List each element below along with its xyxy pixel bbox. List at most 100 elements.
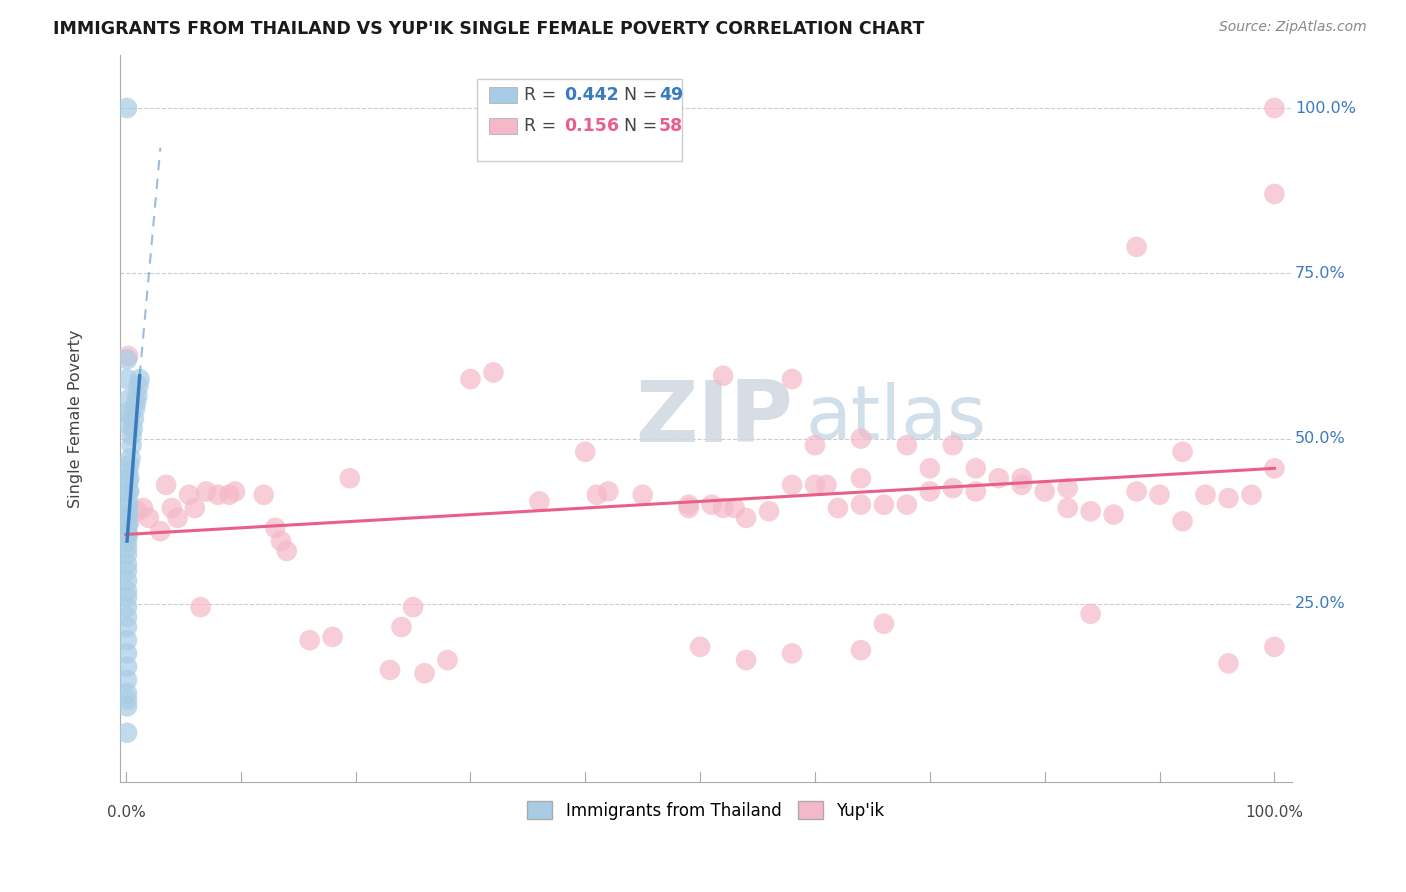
Point (1218, 657, 1240, 671)
Point (115, 101, 138, 115)
Point (1056, 501, 1078, 516)
Point (115, 600, 138, 615)
Point (115, 692, 138, 706)
Text: 0.156: 0.156 (564, 117, 619, 135)
Point (117, 349, 139, 363)
Point (942, 481, 965, 495)
Point (1149, 488, 1171, 502)
Point (1056, 481, 1078, 495)
Point (120, 451, 142, 466)
Point (117, 475, 139, 489)
Point (896, 438, 918, 452)
Point (115, 541, 138, 555)
Text: 58: 58 (659, 117, 683, 135)
Point (678, 501, 700, 516)
Bar (489, 118, 517, 134)
Point (804, 438, 827, 452)
Point (190, 600, 212, 615)
Point (339, 471, 361, 485)
Point (115, 517, 138, 532)
Point (253, 488, 276, 502)
Point (631, 488, 654, 502)
Point (117, 501, 139, 516)
Point (711, 501, 734, 516)
Point (735, 511, 758, 525)
Text: R =: R = (524, 87, 562, 104)
Point (574, 445, 596, 459)
Text: 100.0%: 100.0% (1246, 805, 1303, 821)
Point (1080, 607, 1102, 621)
Point (873, 498, 896, 512)
Point (849, 432, 872, 446)
Point (780, 647, 803, 661)
Point (965, 461, 987, 475)
Point (207, 488, 229, 502)
Point (849, 471, 872, 485)
Point (987, 471, 1010, 485)
Point (121, 438, 143, 452)
Point (128, 378, 150, 392)
Text: N =: N = (613, 87, 664, 104)
Point (184, 501, 207, 516)
Point (115, 583, 138, 598)
Point (195, 484, 218, 499)
Text: Single Female Poverty: Single Female Poverty (67, 329, 83, 508)
Point (735, 653, 758, 667)
Point (1125, 240, 1147, 254)
Point (1171, 445, 1194, 459)
Point (124, 401, 146, 416)
Point (598, 484, 620, 499)
Point (804, 478, 827, 492)
Legend: Immigrants from Thailand, Yup'ik: Immigrants from Thailand, Yup'ik (520, 795, 891, 826)
Point (700, 498, 723, 512)
Point (849, 643, 872, 657)
Point (127, 504, 149, 518)
Point (166, 511, 188, 525)
Point (942, 438, 965, 452)
Point (896, 498, 918, 512)
Text: 100.0%: 100.0% (1295, 101, 1357, 116)
Point (121, 428, 143, 442)
Point (149, 524, 172, 538)
Point (413, 666, 436, 681)
Point (460, 372, 482, 386)
Point (117, 508, 139, 522)
Point (780, 372, 803, 386)
Point (1263, 461, 1285, 475)
Point (678, 498, 700, 512)
Point (115, 673, 138, 687)
Point (117, 405, 139, 419)
Point (118, 392, 141, 406)
Text: 49: 49 (659, 87, 683, 104)
Point (815, 478, 838, 492)
Point (115, 725, 138, 739)
Point (115, 352, 138, 367)
Point (849, 498, 872, 512)
Point (117, 465, 139, 479)
Text: Source: ZipAtlas.com: Source: ZipAtlas.com (1219, 20, 1367, 34)
Point (402, 600, 425, 615)
Point (391, 620, 413, 634)
Point (127, 389, 149, 403)
Point (177, 488, 200, 502)
Point (115, 633, 138, 648)
Point (1171, 514, 1194, 528)
Point (128, 372, 150, 386)
Point (115, 564, 138, 578)
Point (118, 514, 141, 528)
Point (122, 411, 145, 425)
Point (115, 659, 138, 673)
Point (270, 534, 292, 549)
Point (120, 409, 142, 423)
Point (1080, 504, 1102, 518)
Point (118, 458, 141, 472)
Point (1263, 640, 1285, 654)
Bar (489, 87, 517, 103)
Point (1011, 471, 1033, 485)
Text: ZIP: ZIP (636, 377, 793, 460)
Point (264, 521, 287, 535)
Text: 75.0%: 75.0% (1295, 266, 1346, 281)
Point (711, 368, 734, 383)
Point (115, 558, 138, 572)
Text: 25.0%: 25.0% (1295, 597, 1346, 611)
